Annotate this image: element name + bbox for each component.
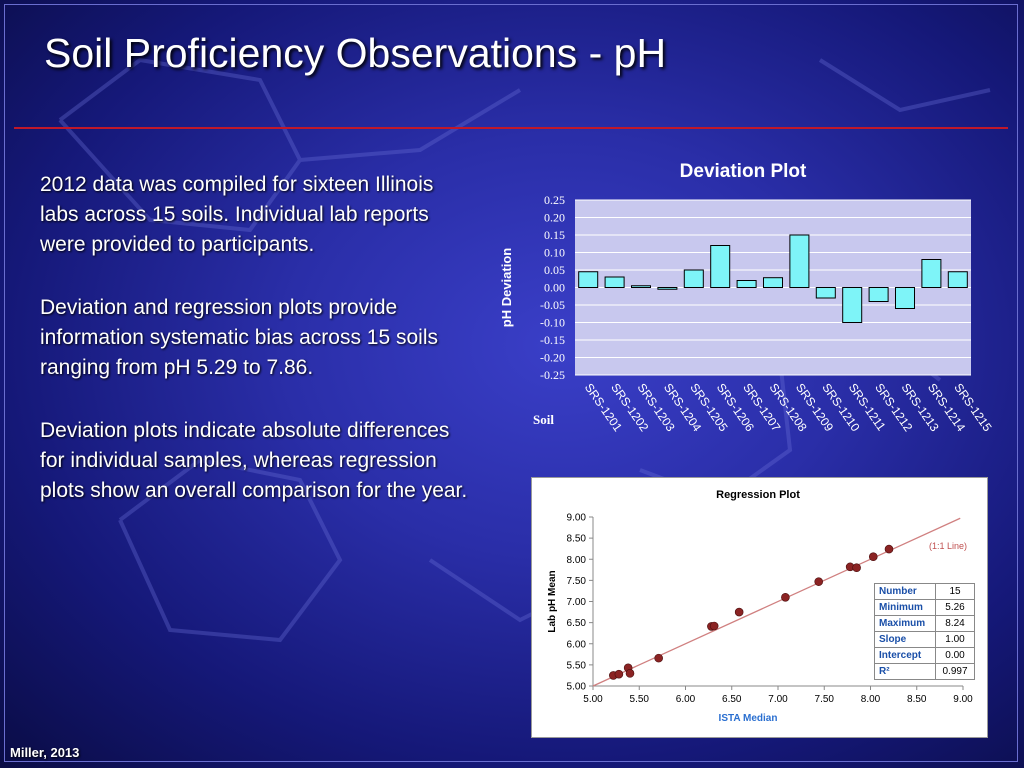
regression-xtick: 8.00 <box>861 694 881 705</box>
deviation-bar <box>604 276 625 288</box>
deviation-ytick: 0.00 <box>544 281 565 295</box>
stats-row: Intercept 0.00 <box>874 647 975 664</box>
stats-value: 1.00 <box>935 631 975 648</box>
bullet-1: 2012 data was compiled for sixteen Illin… <box>40 173 434 256</box>
regression-xtick: 5.00 <box>583 694 603 705</box>
title-divider <box>14 127 1008 129</box>
deviation-ytick: -0.15 <box>540 333 565 347</box>
regression-point <box>868 552 878 562</box>
regression-1-1-line <box>592 517 961 687</box>
regression-ytick: 8.00 <box>567 555 587 566</box>
regression-ytick: 5.00 <box>567 682 587 693</box>
deviation-bar <box>894 287 916 309</box>
deviation-title: Deviation Plot <box>680 161 807 182</box>
regression-stats-table: Number 15 Minimum 5.26 Maximum 8.24 Slope 1.00 I… <box>874 583 975 680</box>
deviation-plot-svg: Deviation Plot 0.25 0.20 0.15 0.10 0.05 0.00 -0… <box>499 161 995 434</box>
regression-point <box>884 544 894 554</box>
deviation-ytick: 0.20 <box>544 211 565 225</box>
footer-credit: Miller, 2013 <box>10 745 80 760</box>
regression-point <box>781 592 790 602</box>
regression-point <box>852 563 861 572</box>
deviation-ytick: 0.25 <box>544 193 565 207</box>
regression-point <box>654 653 663 663</box>
deviation-bar <box>921 259 942 288</box>
bullet-3: Deviation plots indicate absolute differ… <box>40 419 468 502</box>
deviation-bar <box>789 234 810 288</box>
regression-ytick: 6.00 <box>567 639 587 650</box>
stats-label: Number <box>874 583 936 600</box>
deviation-ytick: 0.10 <box>544 246 565 260</box>
stats-row: Maximum 8.24 <box>874 615 975 632</box>
regression-ylabel: Lab pH Mean <box>547 570 558 632</box>
stats-value: 8.24 <box>935 615 975 632</box>
regression-plot: Regression Plot 9.00 8.50 8.00 7.50 7.00 6.50 6… <box>531 477 988 738</box>
slide-title: Soil Proficiency Observations - pH <box>44 30 667 76</box>
regression-xtick: 7.00 <box>768 694 788 705</box>
regression-ytick: 8.50 <box>567 534 587 545</box>
deviation-bar <box>578 271 599 288</box>
deviation-bar <box>868 287 889 302</box>
deviation-bar <box>630 285 652 288</box>
stats-row: Slope 1.00 <box>874 631 975 648</box>
deviation-ylabel: pH Deviation <box>499 248 514 328</box>
regression-line-label: (1:1 Line) <box>929 541 967 551</box>
regression-xtick: 8.50 <box>907 694 927 705</box>
regression-point <box>709 621 719 631</box>
regression-xtick: 6.50 <box>722 694 742 705</box>
stats-label: Intercept <box>874 647 936 664</box>
deviation-bar <box>736 280 757 288</box>
stats-value: 5.26 <box>935 599 975 616</box>
regression-point <box>734 607 744 617</box>
deviation-bar <box>947 271 968 288</box>
stats-label: Maximum <box>874 615 936 632</box>
regression-plot-svg: Regression Plot 9.00 8.50 8.00 7.50 7.00 6.50 6… <box>547 489 973 724</box>
stats-row: R² 0.997 <box>874 663 975 680</box>
regression-xtick: 9.00 <box>953 694 973 705</box>
stats-label: Minimum <box>874 599 936 616</box>
stats-value: 0.00 <box>935 647 975 664</box>
deviation-bar <box>657 287 678 290</box>
deviation-ytick: -0.05 <box>540 298 565 312</box>
deviation-bar <box>683 269 704 288</box>
regression-xlabel: ISTA Median <box>719 713 778 724</box>
deviation-ytick: -0.10 <box>540 316 565 330</box>
regression-xtick: 7.50 <box>815 694 835 705</box>
regression-point <box>614 669 624 679</box>
deviation-bar <box>762 277 784 288</box>
deviation-ytick: -0.25 <box>540 368 565 382</box>
deviation-ytick: 0.15 <box>544 228 565 242</box>
deviation-bar <box>842 287 863 323</box>
regression-xtick: 5.50 <box>630 694 650 705</box>
stats-row: Number 15 <box>874 583 975 600</box>
regression-ytick: 6.50 <box>567 618 587 629</box>
stats-row: Minimum 5.26 <box>874 599 975 616</box>
stats-label: R² <box>874 663 936 680</box>
stats-value: 15 <box>935 583 975 600</box>
bullet-2: Deviation and regression plots provide i… <box>40 296 438 379</box>
regression-point <box>814 577 824 586</box>
stats-value: 0.997 <box>935 663 975 680</box>
deviation-ytick: -0.20 <box>540 351 565 365</box>
deviation-xlabel: Soil <box>533 412 554 427</box>
regression-ytick: 7.00 <box>567 597 587 608</box>
deviation-bar <box>710 245 731 288</box>
regression-ytick: 7.50 <box>567 576 587 587</box>
deviation-ytick: 0.05 <box>544 263 565 277</box>
regression-ytick: 9.00 <box>567 513 587 524</box>
regression-xtick: 6.00 <box>676 694 696 705</box>
bullet-list: 2012 data was compiled for sixteen Illin… <box>40 170 470 539</box>
deviation-plot: Deviation Plot 0.25 0.20 0.15 0.10 0.05 0.00 -0… <box>495 150 1005 440</box>
regression-title: Regression Plot <box>716 489 800 501</box>
regression-ytick: 5.50 <box>567 660 587 671</box>
stats-label: Slope <box>874 631 936 648</box>
regression-point <box>625 669 635 678</box>
deviation-bar <box>815 287 836 299</box>
